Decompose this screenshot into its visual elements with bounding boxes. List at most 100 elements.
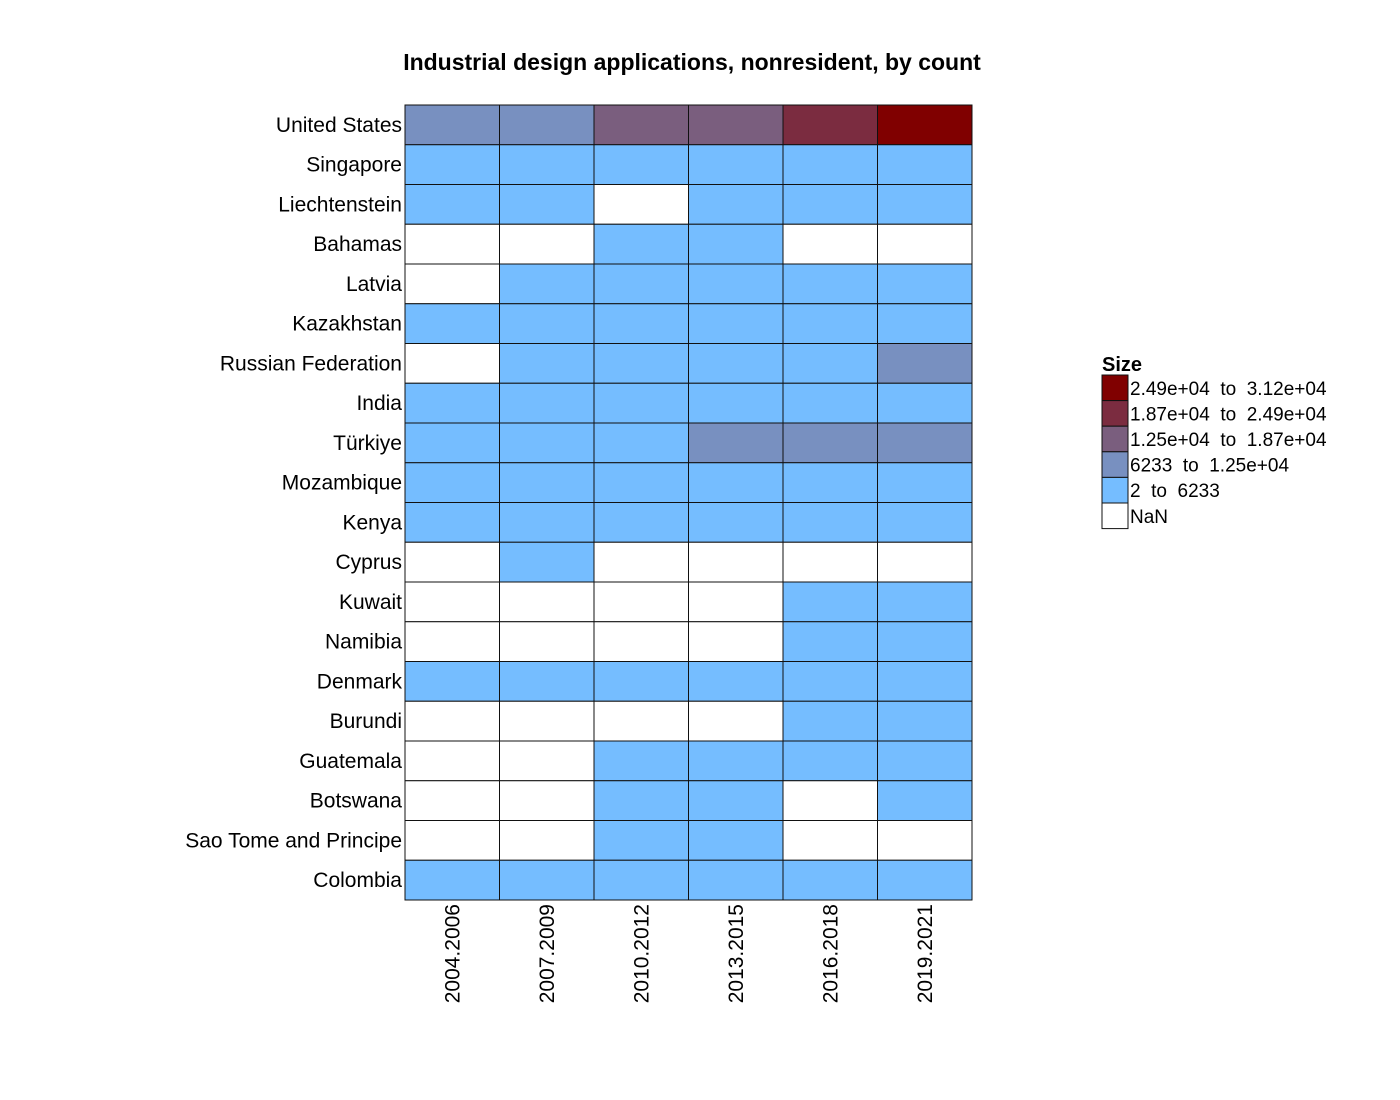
y-tick-label: Türkiye — [333, 432, 402, 455]
heatmap-cell — [782, 621, 878, 662]
heatmap-cell — [404, 621, 500, 662]
heatmap-cell — [404, 740, 500, 782]
heatmap-cell — [593, 422, 689, 464]
heatmap-cell — [782, 820, 878, 861]
heatmap-cell — [782, 422, 878, 464]
heatmap-cell — [877, 661, 973, 702]
heatmap-cell — [404, 104, 500, 146]
heatmap-cell — [688, 780, 784, 821]
y-tick-label: United States — [276, 114, 402, 137]
heatmap-cell — [877, 820, 973, 861]
heatmap-cell — [593, 859, 689, 901]
heatmap-cell — [688, 581, 784, 623]
heatmap-cell — [499, 502, 595, 543]
chart-title: Industrial design applications, nonresid… — [403, 49, 981, 75]
heatmap-cell — [404, 661, 500, 702]
x-axis-labels: 2004.2006 2007.2009 2010.2012 2013.2015 2016… — [441, 904, 937, 1003]
heatmap-cell — [499, 303, 595, 344]
heatmap-cell — [782, 263, 878, 305]
x-tick-label: 2010.2012 — [630, 904, 653, 1003]
heatmap-cell — [593, 462, 689, 503]
heatmap-cell — [593, 303, 689, 344]
heatmap-cell — [782, 661, 878, 702]
heatmap-cell — [877, 422, 973, 464]
y-axis-labels: United States Singapore Liechtenstein Baham… — [185, 114, 402, 892]
heatmap-cells — [404, 104, 973, 901]
legend-swatch — [1101, 374, 1129, 402]
heatmap-cell — [593, 223, 689, 265]
y-tick-label: Singapore — [306, 154, 402, 177]
heatmap-cell — [782, 303, 878, 344]
heatmap-cell — [877, 263, 973, 305]
heatmap-cell — [877, 343, 973, 384]
x-tick-label: 2016.2018 — [819, 904, 842, 1003]
y-tick-label: Burundi — [330, 710, 402, 733]
heatmap-cell — [688, 462, 784, 503]
heatmap-cell — [499, 422, 595, 464]
legend-swatch — [1101, 451, 1129, 478]
heatmap-cell — [877, 303, 973, 344]
y-tick-label: Botswana — [310, 790, 403, 813]
heatmap-cell — [404, 820, 500, 861]
legend-title: Size — [1102, 354, 1142, 376]
heatmap-cell — [404, 859, 500, 901]
heatmap-cell — [499, 780, 595, 821]
legend-label: 2 to 6233 — [1130, 481, 1220, 502]
x-tick-label: 2007.2009 — [536, 904, 559, 1003]
legend-swatch — [1101, 502, 1129, 530]
heatmap-cell — [404, 184, 500, 225]
heatmap-cell — [404, 541, 500, 583]
heatmap-cell — [877, 541, 973, 583]
heatmap-cell — [404, 700, 500, 742]
heatmap-cell — [499, 343, 595, 384]
heatmap-cell — [688, 343, 784, 384]
heatmap-cell — [688, 621, 784, 662]
heatmap-cell — [593, 541, 689, 583]
heatmap-cell — [499, 820, 595, 861]
heatmap-cell — [404, 223, 500, 265]
y-tick-label: Russian Federation — [220, 352, 402, 375]
legend-label: NaN — [1130, 507, 1168, 528]
heatmap-cell — [688, 263, 784, 305]
y-tick-label: Guatemala — [299, 750, 402, 773]
heatmap-cell — [593, 661, 689, 702]
heatmap-cell — [499, 541, 595, 583]
heatmap-cell — [404, 462, 500, 503]
x-tick-label: 2013.2015 — [725, 904, 748, 1003]
heatmap-cell — [499, 661, 595, 702]
heatmap-cell — [782, 144, 878, 185]
y-tick-label: Colombia — [313, 869, 402, 892]
heatmap-cell — [499, 104, 595, 146]
heatmap-cell — [688, 820, 784, 861]
heatmap-cell — [688, 303, 784, 344]
legend-label: 2.49e+04 to 3.12e+04 — [1130, 379, 1327, 400]
legend-label: 1.87e+04 to 2.49e+04 — [1130, 404, 1327, 425]
heatmap-cell — [877, 223, 973, 265]
heatmap-cell — [404, 422, 500, 464]
heatmap-cell — [404, 581, 500, 623]
heatmap-cell — [688, 740, 784, 782]
y-tick-label: India — [356, 392, 402, 415]
legend-label: 6233 to 1.25e+04 — [1130, 456, 1289, 477]
heatmap-cell — [782, 541, 878, 583]
legend-swatch — [1101, 476, 1129, 504]
y-tick-label: Sao Tome and Principe — [185, 829, 402, 852]
heatmap-cell — [499, 263, 595, 305]
y-tick-label: Kazakhstan — [292, 313, 402, 336]
heatmap-cell — [593, 700, 689, 742]
heatmap-cell — [593, 343, 689, 384]
legend-swatch — [1101, 425, 1129, 453]
heatmap-cell — [688, 144, 784, 185]
heatmap-cell — [593, 144, 689, 185]
heatmap-cell — [877, 144, 973, 185]
heatmap-cell — [499, 859, 595, 901]
heatmap-cell — [877, 700, 973, 742]
heatmap-cell — [688, 184, 784, 225]
heatmap-cell — [782, 700, 878, 742]
heatmap-cell — [782, 184, 878, 225]
heatmap-cell — [688, 223, 784, 265]
heatmap-cell — [782, 780, 878, 821]
x-tick-label: 2004.2006 — [441, 904, 464, 1003]
heatmap-cell — [593, 502, 689, 543]
